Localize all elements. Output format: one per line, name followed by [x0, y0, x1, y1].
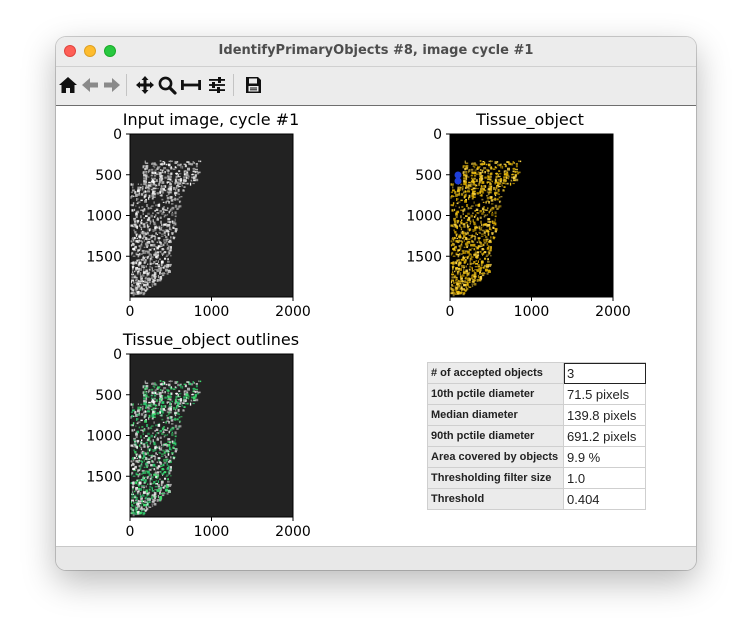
objects-image-axes: 0 1000 2000 0 500 1000 1500 [406, 127, 630, 320]
statistic-label: Median diameter [427, 404, 564, 426]
statistic-value: 0.404 [563, 488, 646, 510]
close-window-button[interactable] [64, 45, 76, 57]
statistic-value: 691.2 pixels [563, 425, 646, 447]
input-image-title: Input image, cycle #1 [123, 110, 300, 129]
y-tick-label: 1500 [86, 469, 122, 485]
zoom-icon[interactable] [156, 71, 178, 99]
statistic-value[interactable]: 3 [563, 362, 646, 384]
minimize-window-button[interactable] [84, 45, 96, 57]
statistics-table: # of accepted objects 3 10th pctile diamet… [427, 362, 646, 510]
maximize-window-button[interactable] [104, 45, 116, 57]
figure-plots: Input image, cycle #1 0 1000 2000 0 500 1000 1… [86, 110, 630, 540]
statistic-value: 139.8 pixels [563, 404, 646, 426]
statistic-label: 10th pctile diameter [427, 383, 564, 405]
y-tick-label: 0 [113, 127, 122, 143]
labeled-objects-texture [450, 160, 522, 297]
statistics-row: Threshold 0.404 [427, 488, 646, 510]
outlines-image-axes: 0 1000 2000 0 500 1000 1500 [86, 347, 310, 540]
y-tick-label: 0 [433, 127, 442, 143]
statistic-value: 9.9 % [563, 446, 646, 468]
y-tick-label: 0 [113, 347, 122, 363]
configure-icon[interactable] [206, 71, 228, 99]
y-tick-label: 500 [95, 388, 122, 404]
figure-window: IdentifyPrimaryObjects #8, image cycle #… [56, 37, 696, 570]
home-icon[interactable] [57, 71, 79, 99]
x-tick-label: 2000 [595, 304, 631, 320]
statistics-row: Median diameter 139.8 pixels [427, 404, 646, 426]
x-tick-label: 0 [126, 524, 135, 540]
x-tick-label: 1000 [514, 304, 550, 320]
statistic-label: 90th pctile diameter [427, 425, 564, 447]
statistic-value: 71.5 pixels [563, 383, 646, 405]
y-tick-label: 1500 [86, 249, 122, 265]
title-bar: IdentifyPrimaryObjects #8, image cycle #… [56, 37, 696, 67]
statistic-label: Thresholding filter size [427, 467, 564, 489]
outlines-image-title: Tissue_object outlines [122, 330, 299, 350]
tissue-image-texture [130, 160, 202, 297]
figure-canvas[interactable]: Input image, cycle #1 0 1000 2000 0 500 1000 1… [56, 106, 696, 546]
y-tick-label: 1000 [406, 209, 442, 225]
objects-image-title: Tissue_object [475, 110, 584, 130]
x-tick-label: 1000 [194, 304, 230, 320]
x-tick-label: 2000 [275, 304, 311, 320]
save-icon[interactable] [242, 71, 264, 99]
y-tick-label: 500 [95, 168, 122, 184]
window-title: IdentifyPrimaryObjects #8, image cycle #… [218, 43, 534, 58]
toolbar-separator [233, 74, 234, 96]
statistics-row: # of accepted objects 3 [427, 362, 646, 384]
x-tick-label: 2000 [275, 524, 311, 540]
subplots-icon[interactable] [180, 71, 202, 99]
statistic-label: # of accepted objects [427, 362, 564, 384]
statistic-value: 1.0 [563, 467, 646, 489]
outlines-texture [130, 380, 202, 517]
back-arrow-icon[interactable] [79, 71, 101, 99]
x-tick-label: 0 [126, 304, 135, 320]
forward-arrow-icon[interactable] [101, 71, 123, 99]
input-image-axes: 0 1000 2000 0 500 1000 1500 [86, 127, 310, 320]
x-tick-label: 1000 [194, 524, 230, 540]
statistic-label: Threshold [427, 488, 564, 510]
statistics-row: 10th pctile diameter 71.5 pixels [427, 383, 646, 405]
x-tick-label: 0 [446, 304, 455, 320]
statistics-row: Thresholding filter size 1.0 [427, 467, 646, 489]
y-tick-label: 1500 [406, 249, 442, 265]
y-tick-label: 1000 [86, 209, 122, 225]
statistics-row: Area covered by objects 9.9 % [427, 446, 646, 468]
pan-icon[interactable] [134, 71, 156, 99]
toolbar-separator [126, 74, 127, 96]
statistic-label: Area covered by objects [427, 446, 564, 468]
statistics-row: 90th pctile diameter 691.2 pixels [427, 425, 646, 447]
y-tick-label: 1000 [86, 429, 122, 445]
status-bar [56, 546, 696, 570]
y-tick-label: 500 [415, 168, 442, 184]
navigation-toolbar [56, 67, 696, 106]
